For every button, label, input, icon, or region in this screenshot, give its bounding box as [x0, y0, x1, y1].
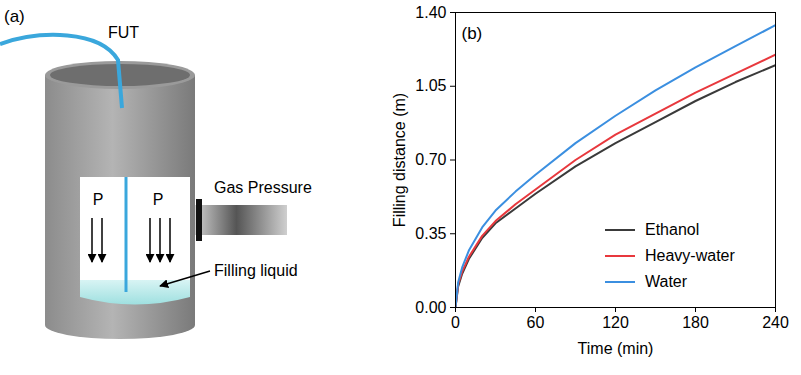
svg-text:1.40: 1.40: [415, 4, 446, 21]
svg-text:Filling distance (m): Filling distance (m): [391, 93, 408, 227]
svg-text:FUT: FUT: [108, 24, 139, 41]
svg-text:120: 120: [602, 314, 629, 331]
svg-text:180: 180: [682, 314, 709, 331]
svg-text:Time (min): Time (min): [578, 340, 654, 357]
svg-text:240: 240: [762, 314, 789, 331]
svg-text:1.05: 1.05: [415, 77, 446, 94]
svg-text:(b): (b): [462, 24, 483, 43]
svg-text:(a): (a): [4, 7, 25, 26]
svg-text:Filling liquid: Filling liquid: [214, 262, 298, 279]
html-text:Water: Water: [645, 273, 688, 290]
svg-text:0: 0: [451, 314, 460, 331]
svg-text:0.00: 0.00: [415, 299, 446, 316]
svg-text:Gas Pressure: Gas Pressure: [214, 179, 312, 196]
svg-text:P: P: [153, 191, 164, 208]
svg-text:0.35: 0.35: [415, 225, 446, 242]
svg-text:0.70: 0.70: [415, 151, 446, 168]
svg-text:P: P: [93, 191, 104, 208]
svg-text:60: 60: [527, 314, 545, 331]
html-text:Heavy-water: Heavy-water: [645, 247, 735, 264]
html-text:Ethanol: Ethanol: [645, 221, 700, 238]
